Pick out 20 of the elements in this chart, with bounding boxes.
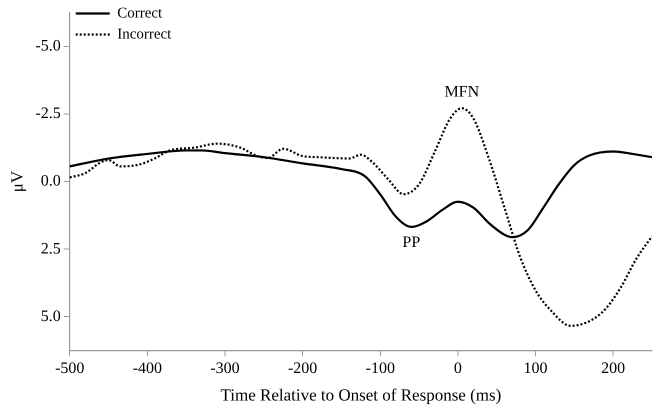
legend-label: Incorrect: [117, 26, 172, 42]
x-tick-label: -500: [55, 360, 84, 378]
y-tick-label: -2.5: [35, 105, 61, 122]
line-series: [70, 107, 652, 327]
x-tick-label: -300: [210, 360, 240, 378]
legend-label: Correct: [117, 5, 164, 22]
y-tick-label: 5.0: [40, 308, 61, 325]
y-tick-label: 0.0: [40, 172, 61, 190]
y-axis-title: μV: [8, 170, 27, 192]
y-tick-label: -5.0: [35, 38, 61, 55]
annotation: PP: [402, 234, 420, 252]
x-tick-label: -100: [366, 360, 395, 378]
x-tick-label: -400: [132, 360, 162, 378]
annotation: MFN: [444, 83, 480, 100]
x-tick-label: -200: [288, 360, 318, 378]
x-axis-title: Time Relative to Onset of Response (ms): [220, 385, 502, 404]
y-tick-label: 2.5: [40, 240, 61, 258]
x-tick-label: 200: [601, 360, 626, 378]
x-tick-label: 100: [524, 360, 548, 378]
x-tick-label: 0: [454, 360, 462, 378]
